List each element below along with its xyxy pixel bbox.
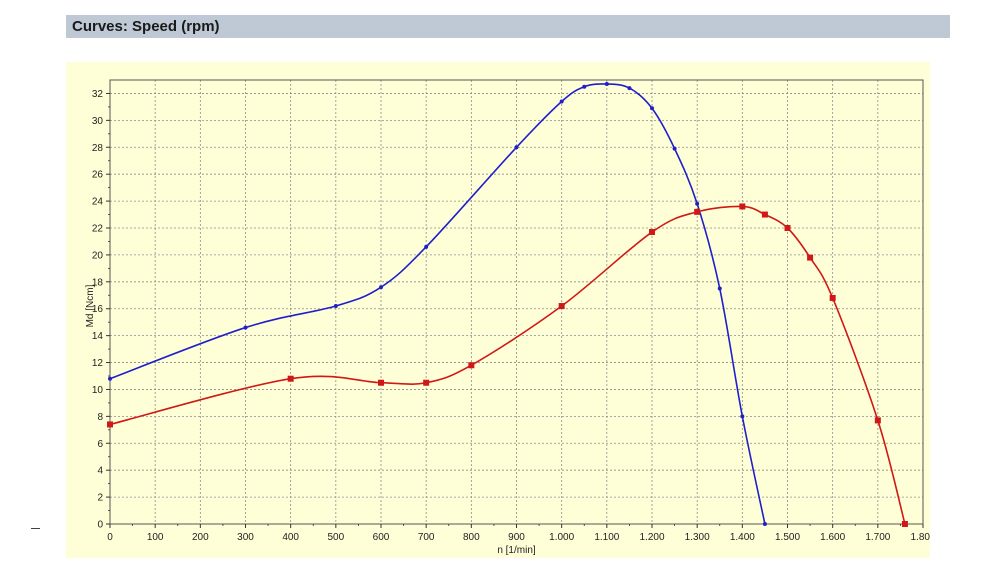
y-tick-label: 2 <box>97 493 103 504</box>
data-point-dot <box>424 244 429 249</box>
page-title: Curves: Speed (rpm) <box>72 18 220 35</box>
data-point-square <box>807 254 814 261</box>
y-tick-label: 26 <box>92 170 104 181</box>
data-point-square <box>107 421 113 428</box>
x-tick-label: 500 <box>327 532 344 543</box>
y-tick-label: 20 <box>92 250 104 261</box>
data-point-dot <box>333 304 338 309</box>
data-point-square <box>761 211 768 218</box>
axis-ticks: 0 100 200 300 400 500 600 700 800 900 1.000 1.100 1.… <box>92 89 936 543</box>
data-point-dot <box>243 325 248 330</box>
x-tick-label: 1.200 <box>639 532 664 543</box>
side-dash <box>31 528 40 529</box>
data-point-square <box>901 521 908 527</box>
y-axis-label: Md [Ncm] <box>85 284 96 327</box>
x-tick-label: 1.700 <box>865 532 890 543</box>
y-tick-label: 32 <box>92 89 104 100</box>
x-tick-label: 300 <box>237 532 254 543</box>
x-tick-label: 200 <box>192 532 209 543</box>
data-point-square <box>694 208 701 215</box>
series <box>107 82 908 527</box>
x-tick-label: 100 <box>147 532 164 543</box>
speed-torque-chart: 0 100 200 300 400 500 600 700 800 900 1.000 1.100 1.… <box>85 79 936 556</box>
y-tick-label: 4 <box>97 466 103 477</box>
x-tick-label: 1.600 <box>820 532 845 543</box>
y-tick-label: 8 <box>97 412 103 423</box>
data-point-square <box>378 379 384 386</box>
x-axis-label: n [1/min] <box>497 545 536 556</box>
data-point-square <box>468 362 475 369</box>
data-point-square <box>558 303 565 310</box>
series-line-1 <box>109 83 766 525</box>
data-point-square <box>874 417 881 424</box>
data-point-dot <box>582 84 587 89</box>
x-tick-label: 1.100 <box>594 532 619 543</box>
data-point-square <box>784 225 791 231</box>
header-bar: Curves: Speed (rpm) <box>66 15 950 38</box>
data-point-dot <box>695 201 700 206</box>
data-point-dot <box>717 286 722 291</box>
series-line-2 <box>109 205 906 525</box>
x-tick-label: 1.400 <box>730 532 755 543</box>
data-point-dot <box>650 106 654 111</box>
data-point-square <box>287 375 294 382</box>
data-point-dot <box>672 146 677 151</box>
x-tick-label: 800 <box>463 532 480 543</box>
data-point-dot <box>514 145 519 150</box>
y-tick-label: 28 <box>92 143 104 154</box>
data-point-square <box>829 294 836 301</box>
y-tick-label: 12 <box>92 358 104 369</box>
y-tick-label: 24 <box>92 197 104 208</box>
data-point-square <box>649 229 655 236</box>
y-tick-label: 22 <box>92 224 104 235</box>
y-tick-label: 18 <box>92 277 104 288</box>
data-point-dot <box>559 99 564 104</box>
data-point-dot <box>627 86 632 91</box>
data-point-dot <box>604 82 609 87</box>
data-point-square <box>423 379 430 386</box>
x-tick-label: 1.500 <box>775 532 800 543</box>
data-point-dot <box>108 376 112 381</box>
data-point-dot <box>762 522 767 526</box>
x-tick-label: 600 <box>373 532 390 543</box>
y-tick-label: 16 <box>92 304 104 315</box>
x-tick-label: 900 <box>508 532 525 543</box>
y-tick-label: 10 <box>92 385 104 396</box>
y-tick-label: 30 <box>92 116 104 127</box>
x-tick-label: 1.000 <box>549 532 574 543</box>
data-point-square <box>739 203 746 210</box>
x-tick-label: 700 <box>418 532 435 543</box>
x-tick-label: 1.800 <box>910 532 930 543</box>
x-tick-label: 1.300 <box>685 532 710 543</box>
y-tick-label: 0 <box>97 520 103 531</box>
y-tick-label: 6 <box>97 439 103 450</box>
chart-panel: 0 100 200 300 400 500 600 700 800 900 1.000 1.100 1.… <box>66 62 936 558</box>
data-point-dot <box>379 285 383 290</box>
x-tick-label: 0 <box>107 532 113 543</box>
data-point-dot <box>740 414 745 419</box>
x-tick-label: 400 <box>282 532 299 543</box>
y-tick-label: 14 <box>92 331 104 342</box>
